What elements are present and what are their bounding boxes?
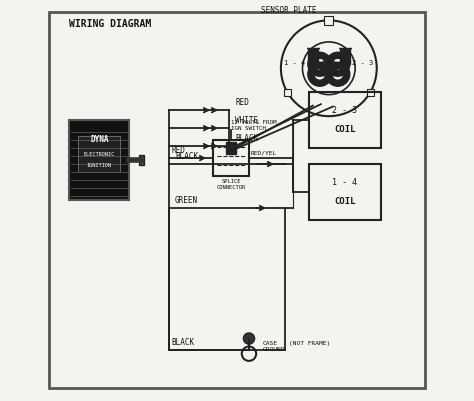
Text: 2 - 3: 2 - 3: [332, 105, 357, 115]
FancyArrow shape: [339, 49, 351, 65]
Text: 2 - 3: 2 - 3: [352, 60, 374, 66]
Bar: [309, 165, 381, 221]
FancyArrow shape: [307, 49, 319, 65]
Circle shape: [320, 61, 337, 78]
Bar: [284, 89, 291, 97]
Text: 1 - 4: 1 - 4: [284, 60, 306, 66]
Bar: [139, 156, 144, 166]
Wedge shape: [308, 63, 332, 87]
Text: CASE
GROUND: CASE GROUND: [263, 340, 285, 350]
Text: RED: RED: [235, 98, 249, 107]
Circle shape: [243, 333, 255, 344]
Wedge shape: [326, 53, 350, 77]
Text: WIRING DIAGRAM: WIRING DIAGRAM: [69, 19, 152, 29]
Text: DYNA: DYNA: [90, 135, 109, 144]
Bar: [226, 143, 236, 155]
Text: BLACK: BLACK: [175, 152, 198, 161]
Text: BLACK: BLACK: [171, 337, 194, 346]
Text: 1 - 4: 1 - 4: [332, 177, 357, 186]
Text: IGNITION: IGNITION: [87, 162, 112, 167]
Text: ELECTRONIC: ELECTRONIC: [83, 152, 115, 157]
Text: 12 VOLTS FROM
IGN SWITCH: 12 VOLTS FROM IGN SWITCH: [231, 120, 276, 131]
Bar: [213, 141, 249, 176]
Text: SENSOR PLATE: SENSOR PLATE: [261, 6, 317, 15]
Wedge shape: [326, 63, 350, 87]
Bar: [367, 89, 374, 97]
Text: WHITE: WHITE: [235, 116, 258, 125]
Bar: [309, 93, 381, 149]
Text: COIL: COIL: [334, 125, 356, 134]
Text: GREEN: GREEN: [175, 196, 198, 205]
Text: BLACK: BLACK: [235, 134, 258, 143]
Bar: [69, 121, 129, 200]
Wedge shape: [308, 53, 332, 77]
Text: COIL: COIL: [334, 197, 356, 206]
Text: SPLICE
CONNECTOR: SPLICE CONNECTOR: [217, 178, 246, 189]
Bar: [324, 17, 333, 26]
Text: RED/YEL: RED/YEL: [251, 150, 277, 155]
Bar: [78, 137, 120, 172]
Text: RED: RED: [171, 146, 185, 155]
Text: (NOT FRAME): (NOT FRAME): [289, 340, 330, 345]
